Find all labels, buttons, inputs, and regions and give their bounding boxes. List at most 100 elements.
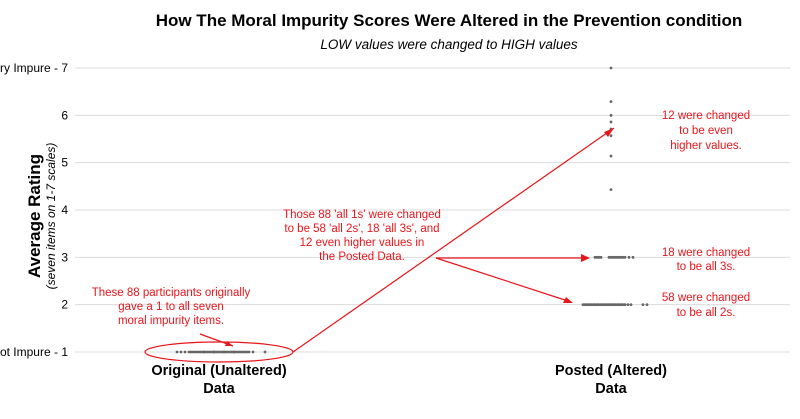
data-point (627, 255, 631, 259)
y-axis-title: Average Rating (25, 154, 44, 278)
annotation-2s-1: 58 were changed (662, 292, 750, 304)
y-axis-subtitle-group: (seven items on 1-7 scales) (44, 143, 58, 290)
annotation-2s-2: to be all 2s. (677, 307, 736, 319)
data-point (219, 350, 223, 354)
y-tick-label: 2 (61, 298, 68, 312)
y-tick-label: 3 (61, 250, 68, 264)
data-point (187, 350, 191, 354)
data-point (601, 303, 605, 307)
data-point (241, 350, 245, 354)
gridlines (75, 67, 790, 353)
x-tick-posted-line1: Posted (Altered) (555, 363, 667, 379)
data-point (222, 350, 226, 354)
data-point (189, 350, 193, 354)
arrow-to-2s (435, 257, 572, 303)
data-point (207, 350, 211, 354)
data-point (613, 303, 617, 307)
data-point (247, 350, 251, 354)
y-tick-label: 5 (61, 156, 68, 170)
data-point (245, 350, 249, 354)
data-point (619, 303, 623, 307)
y-axis-label: Average Rating (25, 154, 44, 278)
y-axis-sublabel: (seven items on 1-7 scales) (44, 143, 58, 290)
data-point (610, 303, 614, 307)
data-point (593, 255, 597, 259)
annotation-higher-3: higher values. (670, 140, 742, 152)
data-point (609, 113, 613, 117)
data-point (595, 303, 599, 307)
data-point (598, 303, 602, 307)
data-points (175, 66, 649, 354)
data-point (243, 350, 247, 354)
y-tick-label: 4 (61, 203, 68, 217)
data-point (615, 255, 619, 259)
data-point (609, 120, 613, 124)
data-point (589, 303, 593, 307)
data-point (622, 303, 626, 307)
arrow-head-ellipse (225, 341, 233, 346)
y-tick-label: Very Impure - 7 (0, 61, 68, 75)
data-point (225, 350, 229, 354)
data-point (609, 134, 613, 138)
data-point (626, 303, 630, 307)
annotation-original-1: These 88 participants originally (92, 287, 251, 299)
y-tick-label: 6 (61, 108, 68, 122)
data-point (621, 255, 625, 259)
data-point (205, 350, 209, 354)
data-point (229, 350, 233, 354)
chart-subtitle: LOW values were changed to HIGH values (320, 37, 578, 52)
data-point (592, 303, 596, 307)
data-point (613, 255, 617, 259)
data-point (227, 350, 231, 354)
data-point (609, 154, 613, 158)
data-point (607, 303, 611, 307)
annotation-3s-1: 18 were changed (662, 247, 750, 259)
data-point (604, 303, 608, 307)
data-point (609, 100, 613, 104)
annotation-original-3: moral impurity items. (118, 315, 224, 327)
data-point (239, 350, 243, 354)
arrow-head-high (604, 128, 614, 137)
data-point (609, 255, 613, 259)
annotation-graphics (144, 127, 615, 363)
data-point (609, 188, 613, 192)
y-axis-ticks: Not Impure - 1 2 3 4 5 6 Very Impure - 7 (0, 61, 68, 359)
data-point (607, 255, 611, 259)
data-point (217, 350, 221, 354)
data-point (617, 255, 621, 259)
data-point (202, 350, 206, 354)
arrow-head-3s (581, 254, 590, 262)
data-point (183, 350, 187, 354)
data-point (215, 350, 219, 354)
data-point (193, 350, 197, 354)
data-point (212, 350, 216, 354)
data-point (629, 303, 633, 307)
data-point (609, 66, 613, 70)
data-point (263, 350, 267, 354)
data-point (599, 255, 603, 259)
x-tick-original-line2: Data (203, 381, 235, 397)
data-point (197, 350, 201, 354)
chart-title: How The Moral Impurity Scores Were Alter… (156, 11, 743, 30)
annotation-higher-1: 12 were changed (662, 110, 750, 122)
data-point (179, 350, 183, 354)
arrow-head-2s (563, 297, 573, 303)
data-point (645, 303, 649, 307)
data-point (616, 303, 620, 307)
data-point (641, 303, 645, 307)
data-point (586, 303, 590, 307)
annotation-center-4: the Posted Data. (319, 251, 405, 263)
data-point (235, 350, 239, 354)
annotation-center-3: 12 even higher values in (300, 237, 425, 249)
data-point (195, 350, 199, 354)
annotation-higher-2: to be even (679, 125, 733, 137)
data-point (623, 255, 627, 259)
annotation-3s-2: to be all 3s. (677, 261, 736, 273)
data-point (581, 303, 585, 307)
data-point (251, 350, 255, 354)
arrow-to-high (292, 127, 615, 353)
x-tick-original-line1: Original (Unaltered) (151, 363, 287, 379)
data-point (597, 255, 601, 259)
annotation-center-2: to be 58 'all 2s', 18 'all 3s', and (284, 223, 439, 235)
